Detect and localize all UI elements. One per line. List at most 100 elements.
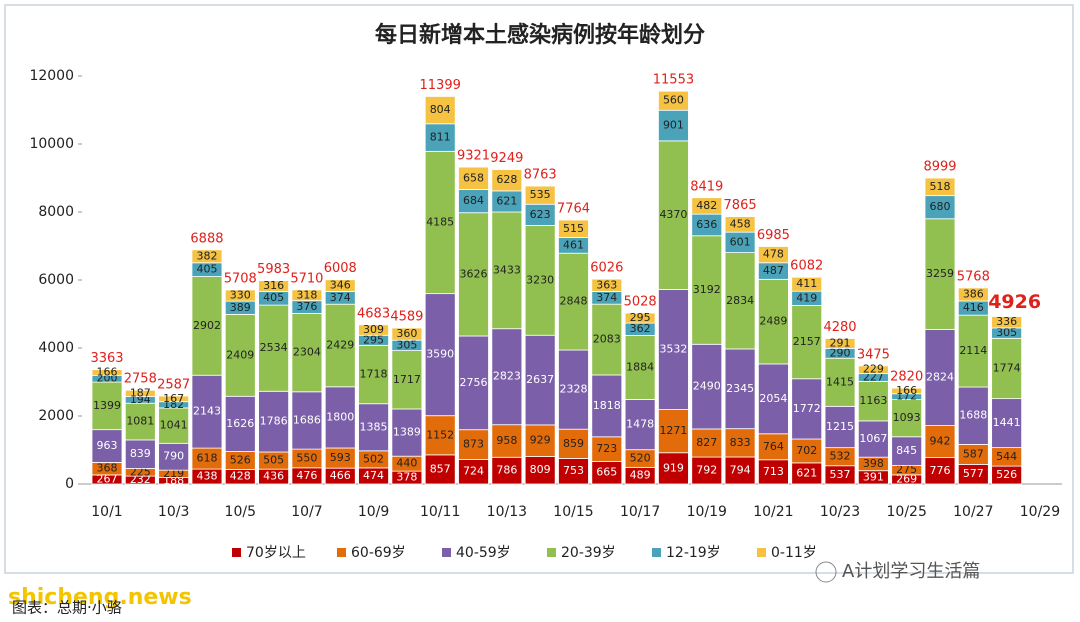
- data-label: 636: [696, 218, 717, 231]
- data-label: 1718: [360, 368, 388, 381]
- data-label: 436: [263, 470, 284, 483]
- data-label: 2823: [493, 370, 521, 383]
- total-label: 5768: [957, 269, 990, 284]
- data-label: 776: [930, 464, 951, 477]
- chart-title: 每日新增本土感染病例按年龄划分: [375, 22, 705, 48]
- total-label: 8999: [923, 160, 956, 175]
- data-label: 628: [496, 173, 517, 186]
- data-label: 3230: [526, 273, 554, 286]
- data-label: 845: [896, 444, 917, 457]
- data-label: 1081: [126, 415, 154, 428]
- bar-segment: [491, 211, 523, 330]
- data-label: 786: [496, 464, 517, 477]
- bar-segment: [691, 235, 723, 345]
- data-label: 2114: [959, 344, 987, 357]
- bar-segment: [991, 337, 1023, 400]
- x-tick-label: 10/29: [1020, 504, 1060, 520]
- data-label: 295: [630, 311, 651, 324]
- bar-segment: [624, 334, 656, 400]
- data-label: 839: [130, 447, 151, 460]
- data-label: 167: [163, 392, 184, 405]
- data-label: 680: [930, 200, 951, 213]
- data-label: 3433: [493, 263, 521, 276]
- data-label: 929: [530, 434, 551, 447]
- data-label: 764: [763, 440, 784, 453]
- bar-segment: [124, 402, 156, 441]
- data-label: 305: [996, 326, 1017, 339]
- total-label: 3363: [90, 351, 123, 366]
- bar-segment: [391, 327, 423, 341]
- total-label: 7764: [557, 202, 590, 217]
- data-label: 489: [630, 469, 651, 482]
- data-label: 942: [930, 435, 951, 448]
- bar-segment: [658, 90, 689, 111]
- data-label: 3590: [426, 348, 454, 361]
- data-label: 2409: [226, 348, 254, 361]
- data-label: 713: [763, 465, 784, 478]
- x-tick-label: 10/11: [420, 504, 460, 520]
- legend-label: 60-69岁: [351, 545, 406, 561]
- y-tick-label: 2000: [38, 408, 74, 424]
- bar-segment: [358, 324, 389, 336]
- data-label: 267: [97, 472, 118, 485]
- data-label: 532: [830, 450, 851, 463]
- bar-segment: [558, 219, 589, 238]
- y-tick-label: 10000: [29, 136, 74, 152]
- data-label: 537: [830, 468, 851, 481]
- y-tick-label: 12000: [29, 68, 74, 84]
- data-label: 560: [663, 94, 684, 107]
- bar-segment: [824, 405, 856, 449]
- bar-segment: [591, 303, 623, 376]
- data-label: 753: [563, 464, 584, 477]
- data-label: 1772: [793, 402, 821, 415]
- data-label: 811: [430, 131, 451, 144]
- bar-segment: [658, 140, 689, 290]
- data-label: 526: [996, 468, 1017, 481]
- data-label: 1215: [826, 420, 854, 433]
- data-label: 2083: [593, 333, 621, 346]
- bar-segment: [658, 452, 689, 485]
- legend-label: 12-19岁: [666, 545, 721, 561]
- data-label: 405: [263, 291, 284, 304]
- data-label: 419: [796, 291, 817, 304]
- data-label: 2429: [326, 339, 354, 352]
- bar-segment: [724, 428, 756, 458]
- bar-segment: [424, 96, 456, 125]
- data-label: 2848: [559, 295, 587, 308]
- data-label: 382: [196, 249, 217, 262]
- bar-segment: [758, 433, 789, 461]
- bar-segment: [758, 278, 789, 365]
- data-label: 374: [330, 291, 351, 304]
- data-label: 1041: [160, 419, 188, 432]
- bar-segment: [124, 389, 156, 397]
- bar-segment: [891, 436, 923, 466]
- data-label: 295: [363, 333, 384, 346]
- data-label: 809: [530, 463, 551, 476]
- total-label: 8763: [524, 168, 557, 183]
- bar-segment: [591, 278, 623, 292]
- data-label: 290: [830, 346, 851, 359]
- data-label: 684: [463, 194, 484, 207]
- data-label: 621: [496, 194, 517, 207]
- bar-segment: [358, 403, 389, 452]
- bar-segment: [558, 428, 589, 459]
- data-label: 1385: [360, 420, 388, 433]
- bar-segment: [558, 252, 589, 351]
- data-label: 461: [563, 238, 584, 251]
- total-label: 4589: [390, 309, 423, 324]
- bar-segment: [224, 313, 256, 397]
- data-label: 520: [630, 452, 651, 465]
- total-label: 3475: [857, 347, 890, 362]
- total-label: 5710: [290, 271, 323, 286]
- bar-segment: [724, 456, 756, 485]
- bar-segment: [691, 456, 723, 485]
- bar-segment: [758, 246, 789, 264]
- data-label: 309: [363, 323, 384, 336]
- data-label: 859: [563, 437, 584, 450]
- bar-segment: [224, 289, 256, 302]
- legend-swatch: [547, 548, 556, 557]
- bar-segment: [857, 365, 889, 375]
- data-label: 275: [896, 463, 917, 476]
- bar-segment: [857, 420, 889, 458]
